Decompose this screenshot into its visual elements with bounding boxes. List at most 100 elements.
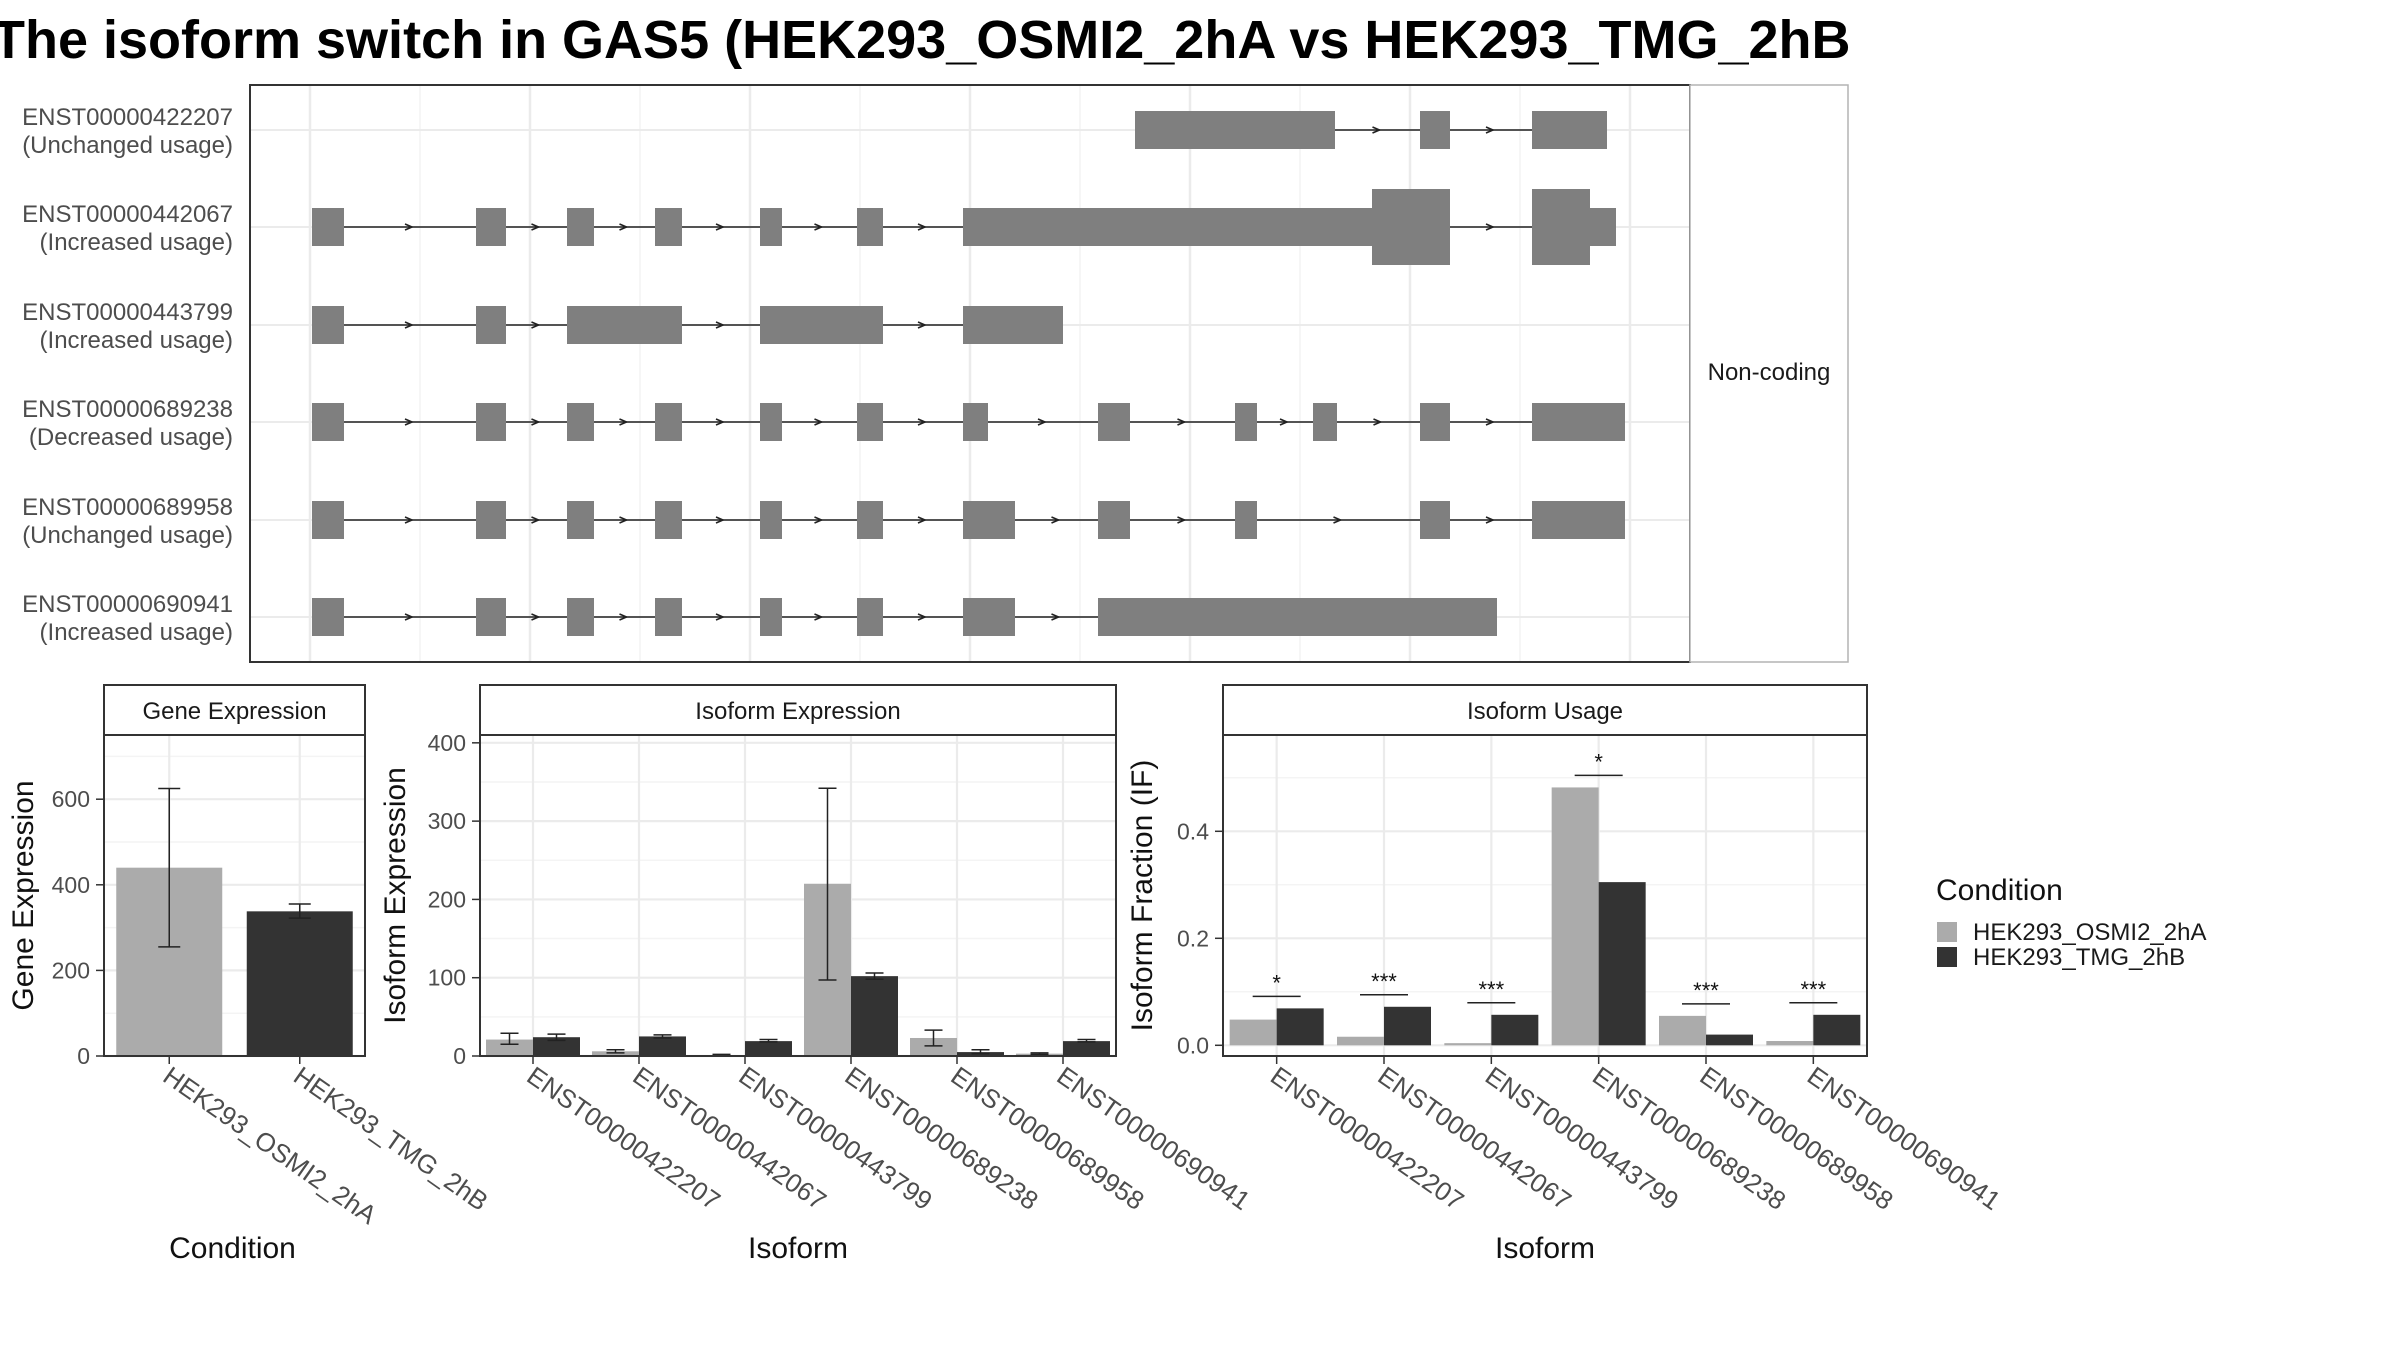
exon-block <box>567 306 682 344</box>
transcript-id-label: ENST00000689958 <box>22 494 233 521</box>
y-axis-title: Gene Expression <box>7 780 40 1010</box>
exon-block <box>476 598 506 636</box>
transcript-usage-label: (Increased usage) <box>40 619 233 646</box>
panel-strip-label: Gene Expression <box>142 698 326 725</box>
intron-arrow <box>1485 516 1496 524</box>
exon-block <box>312 501 344 539</box>
x-tick-label: ENST00000422207 <box>1265 1060 1469 1216</box>
y-axis-title: Isoform Fraction (IF) <box>1126 760 1159 1032</box>
intron-arrow <box>404 223 415 231</box>
exon-block <box>760 598 782 636</box>
x-axis-title: Condition <box>169 1232 296 1265</box>
exon-block <box>1420 111 1450 149</box>
exon-block <box>655 208 682 246</box>
x-tick-label: ENST00000443799 <box>1480 1060 1684 1216</box>
bar <box>1551 787 1599 1046</box>
exon-block <box>1532 189 1590 265</box>
y-tick-label: 300 <box>428 808 466 834</box>
y-axis-title: Isoform Expression <box>379 767 412 1024</box>
panel-frame <box>1222 734 1868 1057</box>
intron-arrow <box>404 418 415 426</box>
exon-block <box>312 306 344 344</box>
intron-arrow <box>917 321 928 329</box>
exon-block <box>1372 189 1450 265</box>
exon-block <box>655 598 682 636</box>
intron-arrow <box>1051 613 1061 621</box>
panel-strip <box>1222 684 1868 736</box>
facet-label-noncoding: Non-coding <box>1708 359 1831 386</box>
exon-block <box>1420 403 1450 441</box>
exon-block <box>963 306 1063 344</box>
exon-block <box>655 501 682 539</box>
exon-block <box>476 403 506 441</box>
bar <box>486 1039 533 1056</box>
intron-arrow <box>531 516 541 524</box>
exon-block <box>760 403 782 441</box>
intron-arrow <box>715 321 726 329</box>
transcript-id-label: ENST00000422207 <box>22 104 233 131</box>
intron-arrow <box>814 418 824 426</box>
transcript-usage-label: (Increased usage) <box>40 327 233 354</box>
bar <box>1598 882 1646 1046</box>
significance-label: * <box>1272 970 1281 995</box>
exon-block <box>312 403 344 441</box>
x-tick-label: ENST00000442067 <box>1373 1060 1577 1216</box>
exon-block <box>1235 501 1257 539</box>
intron-arrow <box>715 516 726 524</box>
intron-arrow <box>1485 223 1496 231</box>
exon-block <box>476 208 506 246</box>
x-tick-label: ENST00000442067 <box>628 1060 832 1216</box>
exon-block <box>1420 501 1450 539</box>
exon-block <box>1098 501 1130 539</box>
transcript-id-label: ENST00000690941 <box>22 591 233 618</box>
x-tick-label: ENST00000690941 <box>1802 1060 2006 1216</box>
exon-block <box>1532 403 1625 441</box>
exon-block <box>760 208 782 246</box>
intron-arrow <box>619 223 629 231</box>
exon-block <box>476 306 506 344</box>
intron-arrow <box>404 516 415 524</box>
panel-strip <box>479 684 1117 736</box>
exon-block <box>476 501 506 539</box>
exon-block <box>567 403 594 441</box>
x-tick-label: ENST00000690941 <box>1052 1060 1256 1216</box>
y-tick-label: 0.4 <box>1177 818 1209 844</box>
exon-block <box>857 598 883 636</box>
intron-arrow <box>1485 126 1496 134</box>
intron-arrow <box>1037 418 1048 426</box>
bar <box>910 1037 957 1056</box>
figure-title: The isoform switch in GAS5 (HEK293_OSMI2… <box>0 10 1851 70</box>
bar <box>639 1036 686 1056</box>
exon-block <box>1098 598 1497 636</box>
intron-arrow <box>917 223 928 231</box>
exon-block <box>963 208 1372 246</box>
y-tick-label: 400 <box>428 730 466 756</box>
intron-arrow <box>619 613 629 621</box>
y-tick-label: 200 <box>52 957 90 983</box>
x-tick-label: HEK293_OSMI2_2hA <box>158 1060 383 1230</box>
intron-arrow <box>531 223 541 231</box>
x-tick-label: ENST00000422207 <box>522 1060 726 1216</box>
exon-block <box>857 403 883 441</box>
exon-block <box>1235 403 1257 441</box>
legend-swatch <box>1937 947 1957 967</box>
intron-arrow <box>715 418 726 426</box>
intron-arrow <box>814 516 824 524</box>
exon-block <box>1313 403 1337 441</box>
legend-item-label: HEK293_TMG_2hB <box>1973 944 2185 971</box>
exon-block <box>857 208 883 246</box>
exon-block <box>1590 208 1616 246</box>
transcript-usage-label: (Unchanged usage) <box>22 522 233 549</box>
bar <box>1444 1043 1492 1046</box>
bar <box>1706 1034 1753 1046</box>
exon-block <box>857 501 883 539</box>
bar <box>246 911 353 1056</box>
intron-arrow <box>1333 516 1343 524</box>
transcript-id-label: ENST00000689238 <box>22 396 233 423</box>
significance-label: * <box>1594 749 1603 774</box>
bar <box>592 1051 639 1056</box>
intron-arrow <box>404 321 415 329</box>
intron-arrow <box>814 223 824 231</box>
intron-arrow <box>917 613 928 621</box>
